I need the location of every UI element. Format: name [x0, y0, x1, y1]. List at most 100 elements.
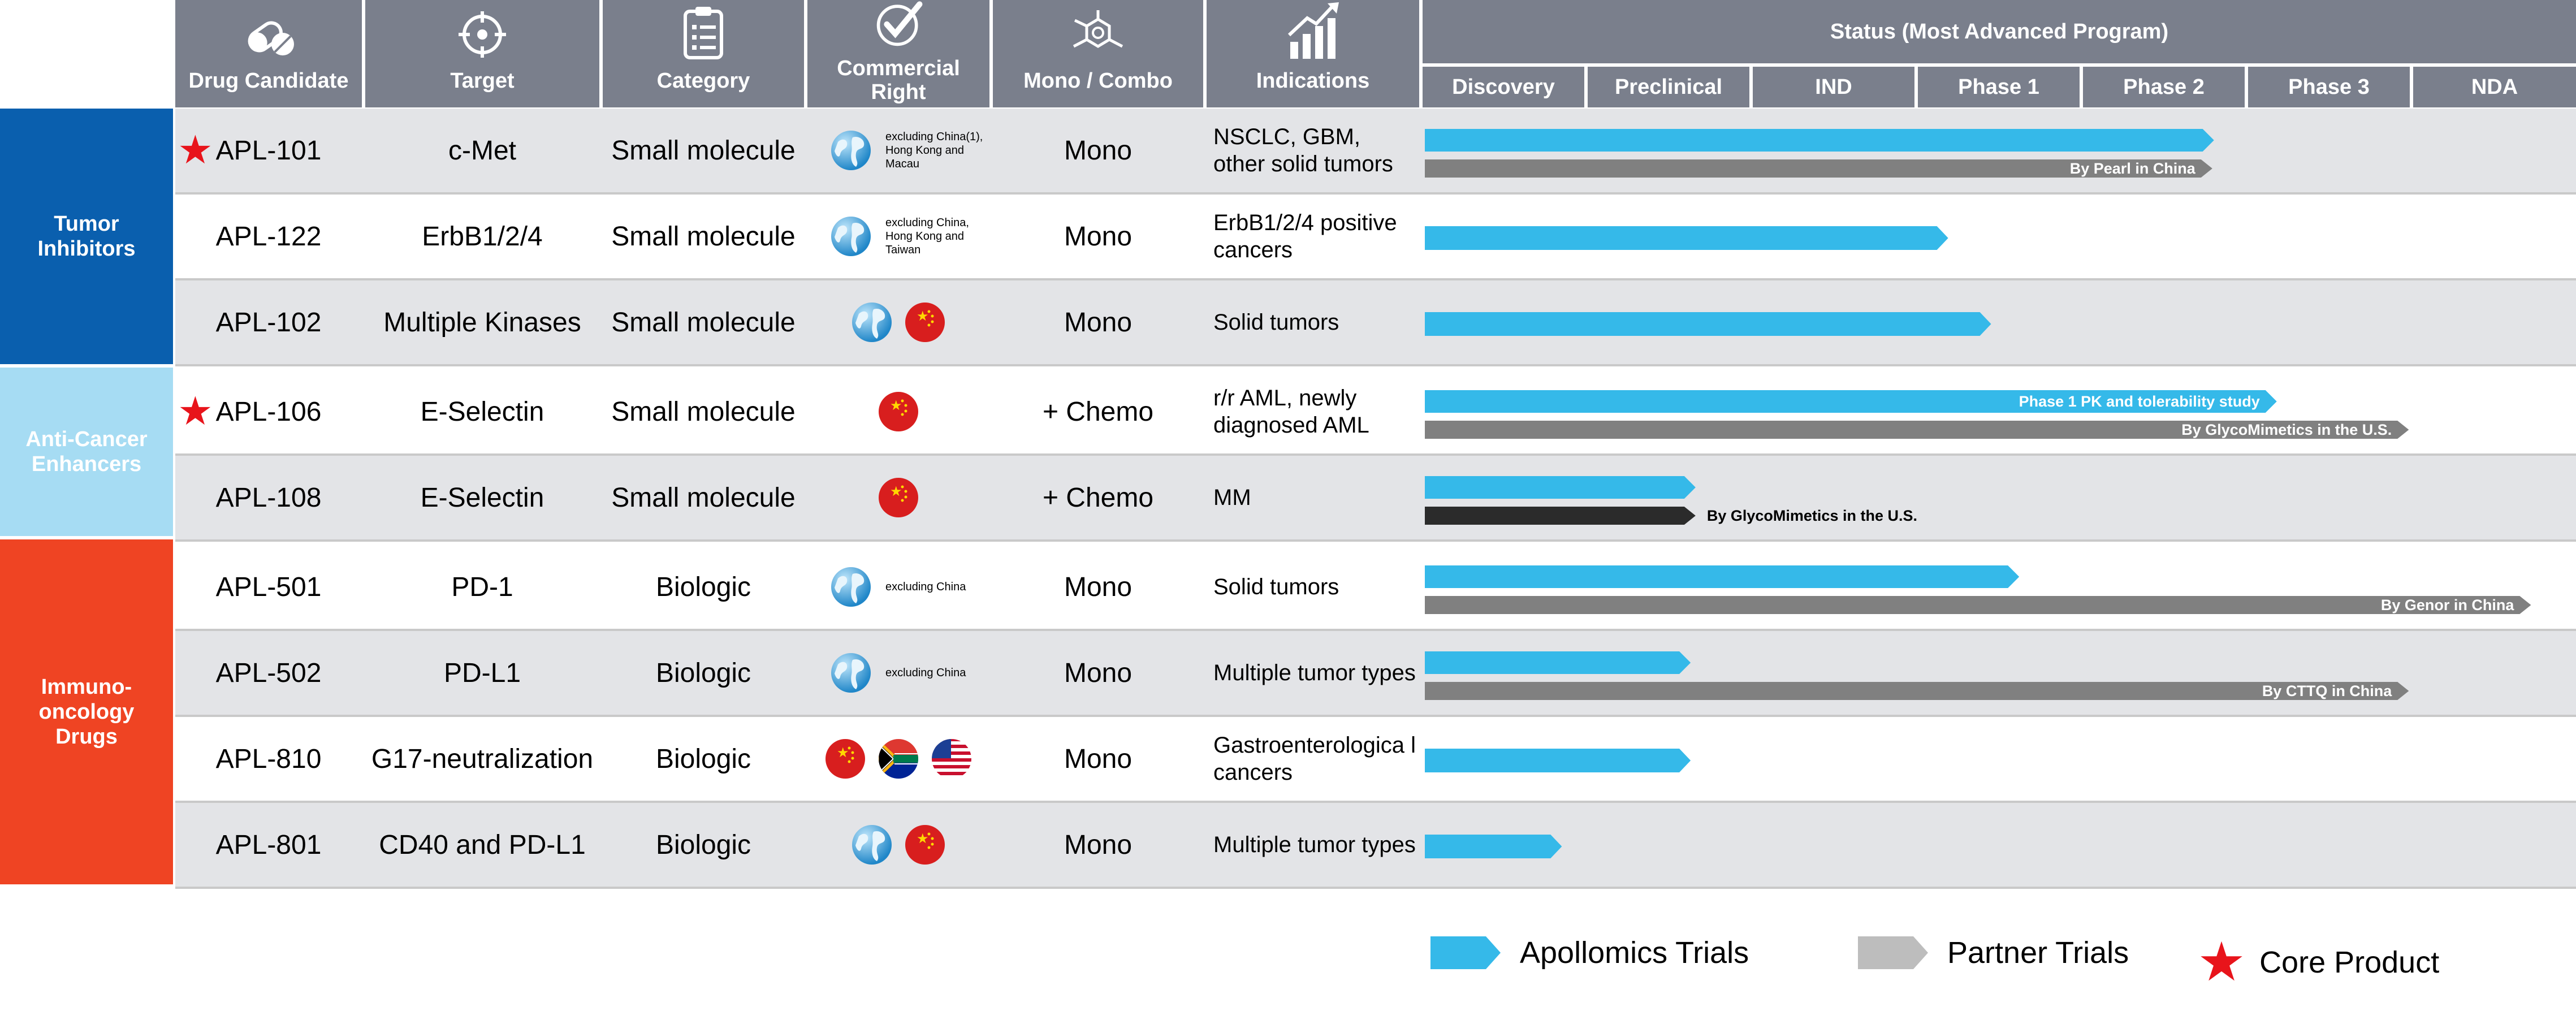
rights-flag: [851, 301, 893, 343]
mono-combo-text: Mono: [1064, 572, 1133, 602]
svg-text:★: ★: [917, 308, 929, 324]
mono-combo: Mono: [993, 803, 1203, 887]
group-label: Immuno-oncology Drugs: [38, 675, 135, 749]
indication: NSCLC, GBM, other solid tumors: [1207, 109, 1416, 192]
target-text: PD-L1: [443, 658, 521, 688]
drug-candidate: APL-102: [175, 280, 362, 364]
group-immuno-oncology: Immuno-oncology Drugs: [0, 539, 173, 884]
group-label: Tumor Inhibitors: [37, 212, 136, 261]
mono-combo: Mono: [993, 717, 1203, 801]
category: Small molecule: [603, 370, 804, 453]
rights-flag: ★: [904, 824, 946, 866]
indication-text: r/r AML, newly diagnosed AML: [1213, 386, 1369, 438]
category-text: Small molecule: [611, 396, 796, 427]
category: Biologic: [603, 631, 804, 715]
rights-flag: [830, 652, 872, 694]
apollomics-bar: [1425, 390, 2277, 413]
mono-combo: Mono: [993, 545, 1203, 629]
commercial-right: ★: [807, 717, 989, 801]
indication-text: Gastroenterologica l cancers: [1213, 733, 1416, 785]
header-label: Indications: [1256, 69, 1370, 93]
indication-text: MM: [1213, 485, 1251, 510]
stage-discovery: Discovery: [1423, 67, 1588, 107]
drug-candidate-text: APL-122: [215, 221, 322, 252]
clipboard-icon: [684, 7, 723, 59]
rights-flag: [878, 738, 919, 780]
commercial-right: ★: [807, 370, 989, 453]
rights-flag: [830, 566, 872, 608]
rights-flag: [830, 129, 872, 171]
molecule-icon: [1073, 10, 1123, 48]
bar-label: Phase 1 PK and tolerability study: [2019, 393, 2260, 410]
table-row: APL-801 CD40 and PD-L1 Biologic ★ Mono Multip…: [175, 803, 2576, 889]
partner-bar: [1425, 596, 2531, 614]
category-text: Biologic: [655, 572, 751, 602]
rights-flag: [830, 215, 872, 257]
category: Small molecule: [603, 456, 804, 539]
table-row: APL-501 PD-1 Biologic excluding China Mono So…: [175, 545, 2576, 631]
legend-apollomics-label: Apollomics Trials: [1520, 936, 1749, 970]
indication-text: Solid tumors: [1213, 310, 1339, 335]
table-row: APL-810 G17-neutralization Biologic ★ Mono Ga…: [175, 717, 2576, 803]
category: Biologic: [603, 545, 804, 629]
target-text: PD-1: [451, 572, 513, 602]
drug-candidate: APL-101: [175, 109, 362, 192]
table-row: APL-502 PD-L1 Biologic excluding China Mono M…: [175, 631, 2576, 717]
mono-combo-text: Mono: [1064, 658, 1133, 688]
indication: Multiple tumor types: [1207, 631, 1416, 715]
svg-text:★: ★: [890, 483, 902, 499]
bar-label: By Pearl in China: [2070, 160, 2196, 177]
mono-combo: Mono: [993, 280, 1203, 364]
partner-bar: [1425, 159, 2212, 178]
target: c-Met: [365, 109, 599, 192]
pill-icon: [248, 21, 294, 55]
header-mono-combo: Mono / Combo: [993, 0, 1203, 107]
target: E-Selectin: [365, 456, 599, 539]
globe-icon: [831, 567, 871, 607]
apollomics-bar: [1425, 226, 1948, 250]
globe-icon: [831, 131, 871, 170]
drug-candidate-text: APL-502: [215, 658, 322, 688]
header-indications: Indications: [1207, 0, 1419, 107]
rights-note: excluding China(1), Hong Kong and Macau: [885, 131, 983, 170]
commercial-right: ★: [807, 280, 989, 364]
header-target: Target: [365, 0, 599, 107]
bar-label: By GlycoMimetics in the U.S.: [2181, 421, 2392, 438]
target-text: CD40 and PD-L1: [379, 829, 586, 860]
legend-core: ★ Core Product: [2197, 935, 2439, 990]
indication: Solid tumors: [1207, 545, 1416, 629]
legend-partner: Partner Trials: [1858, 935, 2129, 970]
china-flag-icon: ★: [825, 739, 865, 779]
indication: MM: [1207, 456, 1416, 539]
svg-text:★: ★: [917, 831, 929, 846]
drug-candidate-text: APL-501: [215, 572, 322, 602]
mono-combo-text: Mono: [1064, 135, 1133, 166]
core-product-star-icon: ★: [178, 389, 213, 433]
category: Small molecule: [603, 195, 804, 278]
legend-apollomics: Apollomics Trials: [1430, 935, 1749, 970]
apollomics-bar: [1425, 835, 1562, 858]
header-label: Target: [450, 69, 515, 93]
header-commercial-right: Commercial Right: [807, 0, 989, 107]
mono-combo-text: Mono: [1064, 307, 1133, 338]
category-text: Biologic: [655, 658, 751, 688]
apollomics-bar: [1425, 312, 1991, 336]
drug-candidate: APL-122: [175, 195, 362, 278]
category: Biologic: [603, 803, 804, 887]
category-text: Small molecule: [611, 307, 796, 338]
stage-ind: IND: [1753, 67, 1918, 107]
core-product-star-icon: ★: [178, 128, 213, 172]
target: G17-neutralization: [365, 717, 599, 801]
commercial-right: ★: [807, 803, 989, 887]
target: Multiple Kinases: [365, 280, 599, 364]
group-label: Anti-Cancer Enhancers: [25, 427, 148, 476]
drug-candidate-text: APL-106: [215, 396, 322, 427]
category-text: Small molecule: [611, 135, 796, 166]
target-text: ErbB1/2/4: [422, 221, 543, 252]
apollomics-bar: [1425, 476, 1696, 499]
south-africa-flag-icon: [879, 739, 918, 779]
partner-bar: [1425, 421, 2409, 439]
header-label: Category: [656, 69, 750, 93]
globe-icon: [852, 303, 892, 342]
category-text: Small molecule: [611, 482, 796, 513]
